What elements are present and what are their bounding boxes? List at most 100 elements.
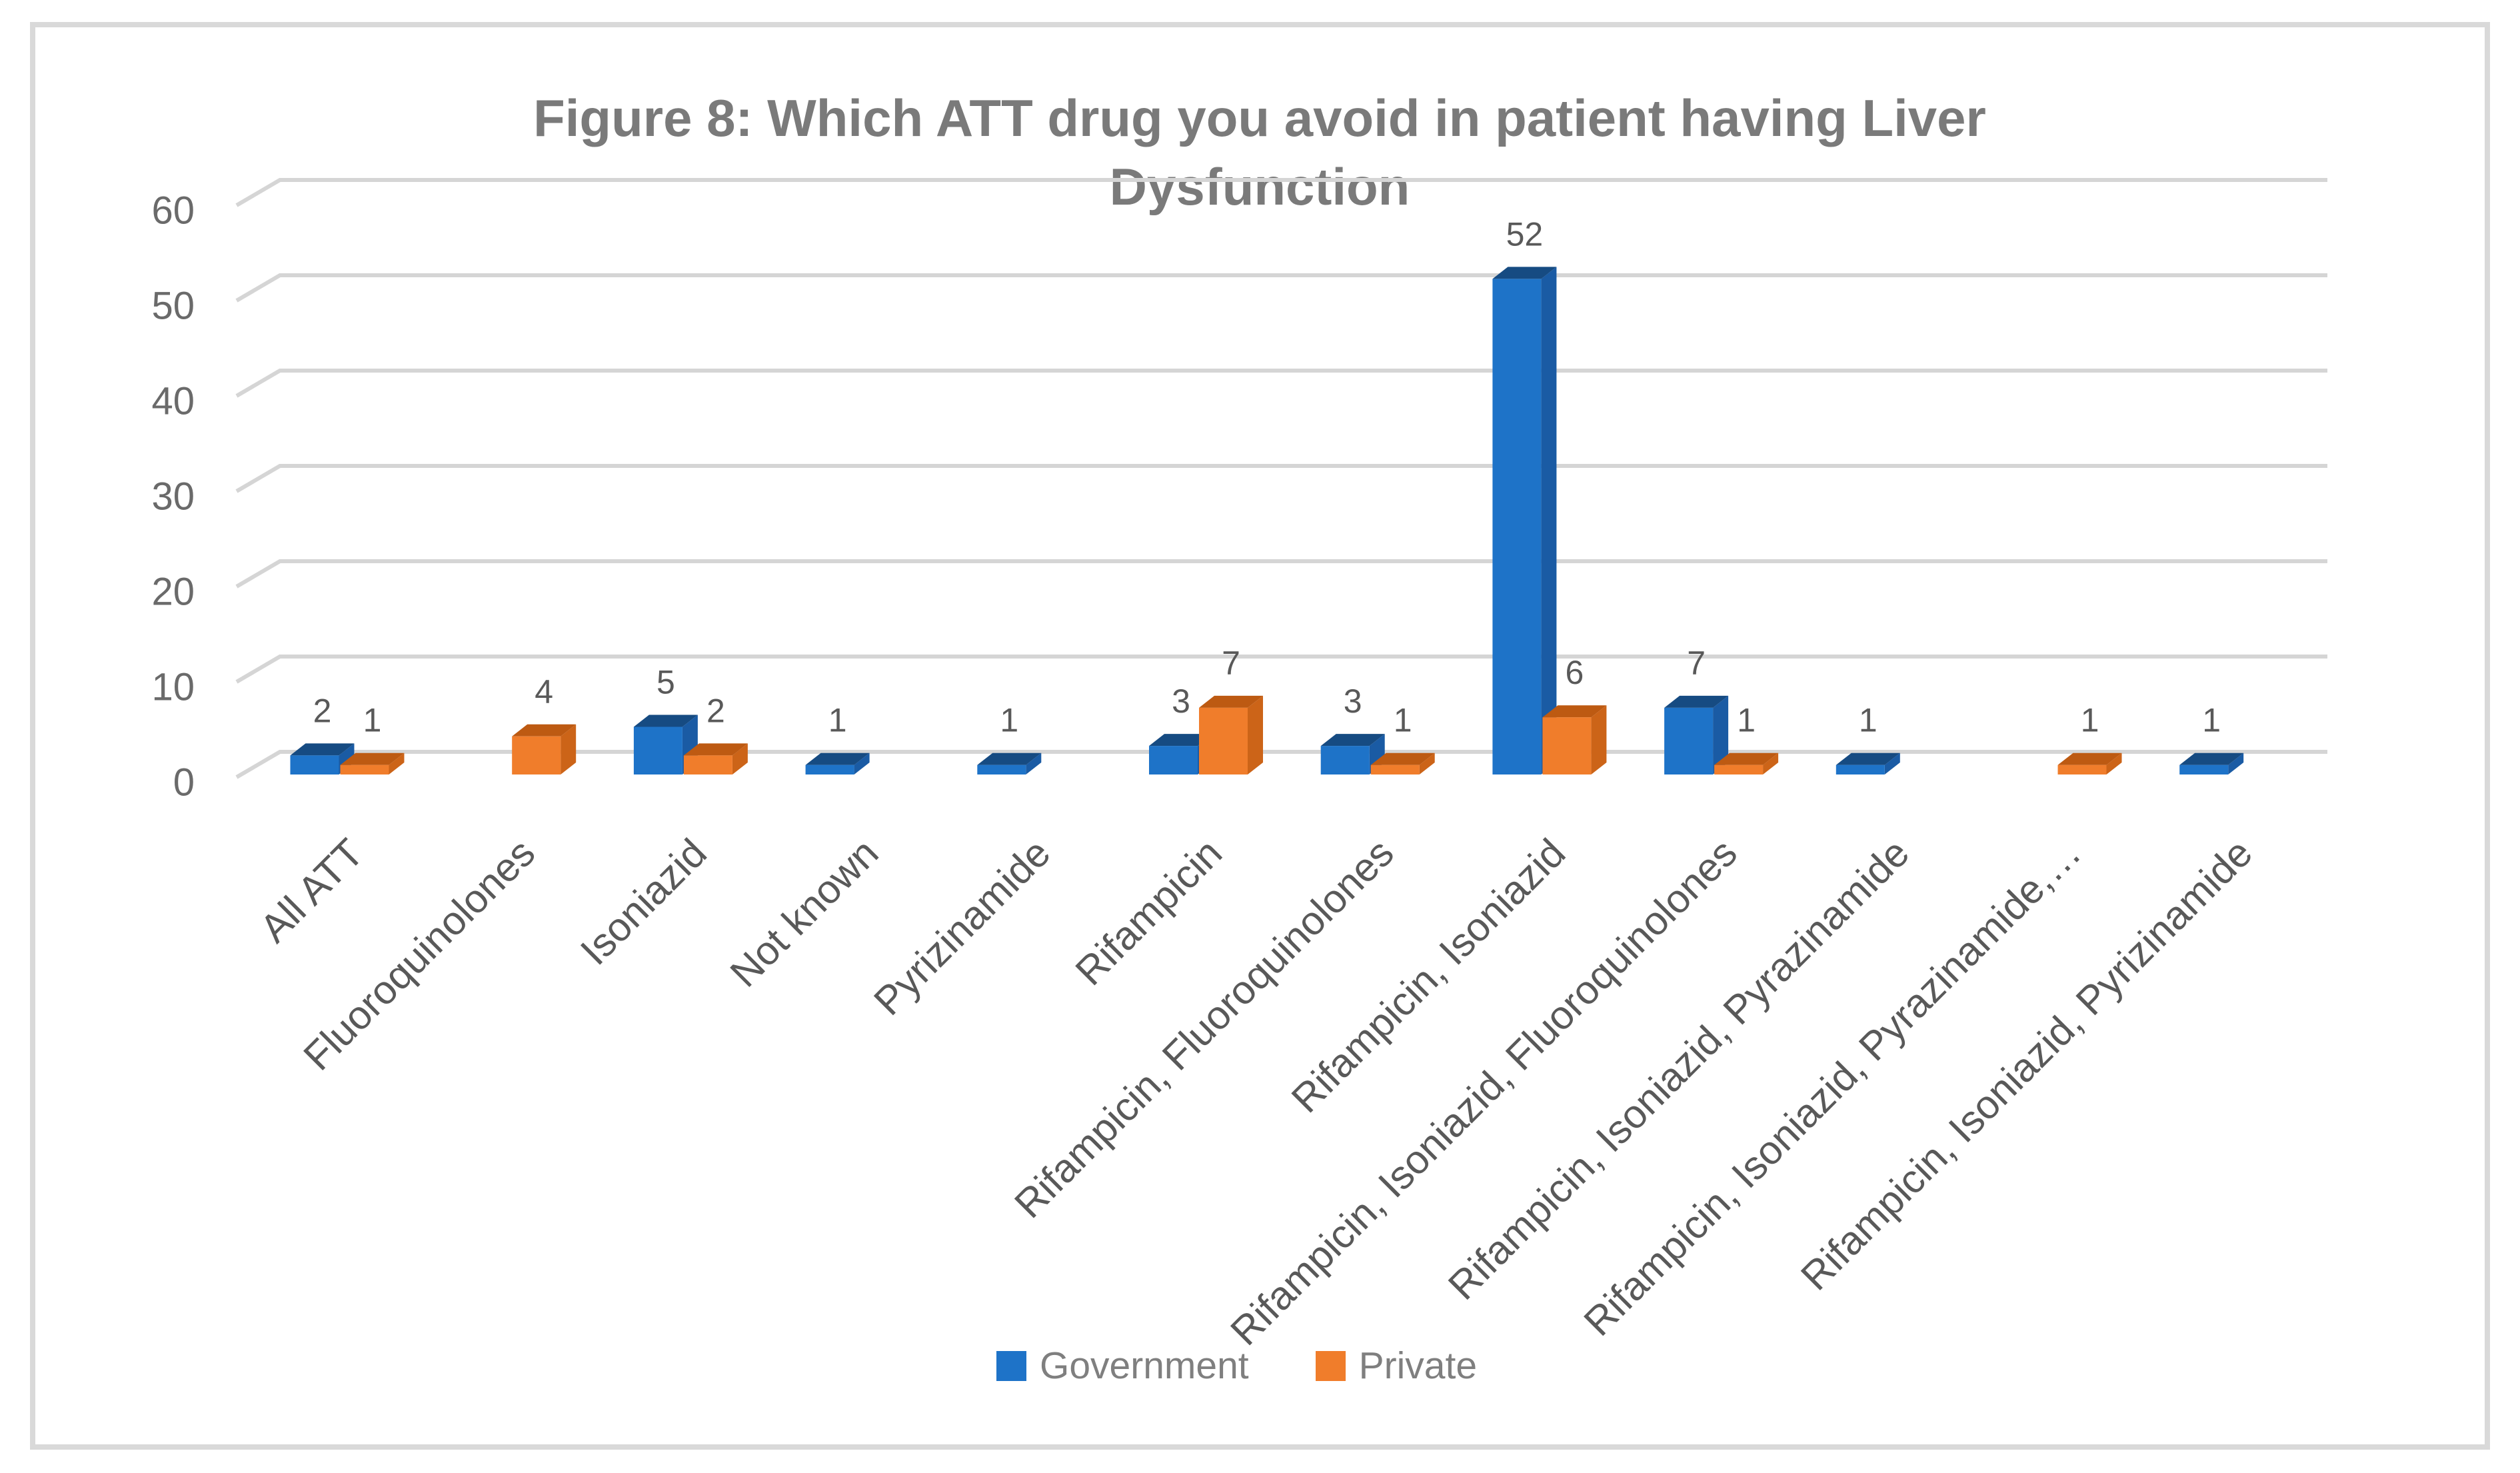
- data-label-government-11: 1: [2202, 702, 2221, 739]
- bar-top-face: [633, 715, 698, 727]
- bar-front-face: [2057, 764, 2107, 774]
- bar-top-face: [683, 743, 748, 756]
- bar-top-face: [977, 752, 1042, 765]
- bar-side-face: [561, 724, 577, 774]
- bar-private-8: [1714, 752, 1779, 774]
- bar-side-face: [1591, 705, 1607, 774]
- bar-top-face: [1714, 752, 1779, 765]
- y-tick-label-0: 0: [173, 761, 195, 804]
- data-label-private-5: 7: [1222, 645, 1240, 682]
- data-label-private-8: 1: [1737, 702, 1756, 739]
- bar-front-face: [805, 764, 854, 774]
- bar-top-face: [2057, 752, 2122, 765]
- data-label-government-0: 2: [313, 692, 332, 729]
- bar-private-5: [1199, 695, 1263, 774]
- bar-government-3: [805, 752, 870, 774]
- bar-side-face: [732, 743, 748, 774]
- bar-top-face: [1199, 695, 1263, 708]
- bar-government-8: [1664, 695, 1729, 774]
- bar-top-face: [1836, 752, 1900, 765]
- bar-side-face: [1248, 695, 1263, 774]
- bar-top-face: [1149, 734, 1213, 746]
- bar-front-face: [1370, 764, 1420, 774]
- bar-private-0: [340, 752, 405, 774]
- bar-private-7: [1542, 705, 1607, 774]
- bar-private-10: [2057, 752, 2122, 774]
- bar-top-face: [1370, 752, 1435, 765]
- bar-private-1: [512, 724, 577, 774]
- gridline-50: [235, 273, 2327, 303]
- legend: Government Private: [996, 1344, 1477, 1388]
- gridline-30: [235, 464, 2327, 493]
- data-label-private-10: 1: [2081, 702, 2099, 739]
- government-swatch-icon: [996, 1350, 1026, 1381]
- y-tick-label-40: 40: [151, 380, 195, 423]
- bar-private-2: [683, 743, 748, 774]
- bar-top-face: [805, 752, 870, 765]
- data-label-private-6: 1: [1394, 702, 1412, 739]
- bar-side-face: [2106, 752, 2122, 774]
- bar-front-face: [1320, 746, 1370, 774]
- bar-front-face: [512, 736, 561, 774]
- data-label-private-1: 4: [535, 673, 553, 711]
- bar-top-face: [2179, 752, 2244, 765]
- bar-front-face: [1149, 746, 1198, 774]
- bar-side-face: [389, 752, 405, 774]
- bar-side-face: [1884, 752, 1900, 774]
- bar-front-face: [1199, 707, 1248, 774]
- gridline-0: [235, 750, 2327, 779]
- legend-label-government: Government: [1040, 1344, 1249, 1387]
- data-label-government-3: 1: [828, 702, 847, 739]
- data-label-government-2: 5: [656, 664, 675, 701]
- bar-side-face: [1763, 752, 1779, 774]
- bar-side-face: [1026, 752, 1042, 774]
- bar-front-face: [1836, 764, 1885, 774]
- bar-government-11: [2179, 752, 2244, 774]
- bar-government-2: [633, 715, 698, 774]
- private-swatch-icon: [1315, 1350, 1346, 1381]
- bar-front-face: [340, 764, 389, 774]
- bar-front-face: [1664, 707, 1714, 774]
- gridline-20: [235, 559, 2327, 589]
- bar-government-4: [977, 752, 1042, 774]
- bar-side-face: [2228, 752, 2244, 774]
- bar-top-face: [1492, 267, 1557, 279]
- y-tick-label-10: 10: [151, 666, 195, 709]
- bar-front-face: [290, 755, 339, 774]
- bar-government-7: [1492, 267, 1557, 774]
- bar-top-face: [340, 752, 405, 765]
- bar-private-6: [1370, 752, 1435, 774]
- bar-government-9: [1836, 752, 1900, 774]
- legend-item-private: Private: [1315, 1344, 1478, 1388]
- data-label-government-9: 1: [1859, 702, 1878, 739]
- bar-top-face: [512, 724, 577, 736]
- bar-side-face: [1541, 267, 1557, 774]
- gridline-40: [235, 369, 2327, 398]
- bar-top-face: [1664, 695, 1729, 708]
- bar-front-face: [633, 727, 682, 774]
- bar-side-face: [854, 752, 870, 774]
- bar-side-face: [1419, 752, 1435, 774]
- gridline-60: [235, 178, 2327, 207]
- bar-top-face: [290, 743, 355, 756]
- chart-title: Figure 8: Which ATT drug you avoid in pa…: [533, 89, 1986, 216]
- data-label-private-2: 2: [706, 692, 725, 729]
- bar-front-face: [1542, 717, 1592, 774]
- bar-front-face: [977, 764, 1026, 774]
- data-label-government-4: 1: [1000, 702, 1018, 739]
- bar-front-face: [2179, 764, 2229, 774]
- bar-side-face: [1713, 695, 1729, 774]
- data-label-government-7: 52: [1506, 215, 1544, 253]
- y-tick-label-60: 60: [151, 189, 195, 233]
- legend-item-government: Government: [996, 1344, 1249, 1388]
- bar-top-face: [1542, 705, 1607, 718]
- data-label-private-0: 1: [363, 702, 382, 739]
- bar-front-face: [1714, 764, 1764, 774]
- legend-label-private: Private: [1358, 1344, 1478, 1387]
- data-label-government-6: 3: [1344, 683, 1362, 720]
- data-label-government-5: 3: [1172, 683, 1190, 720]
- gridline-10: [235, 655, 2327, 684]
- bar-front-face: [683, 755, 732, 774]
